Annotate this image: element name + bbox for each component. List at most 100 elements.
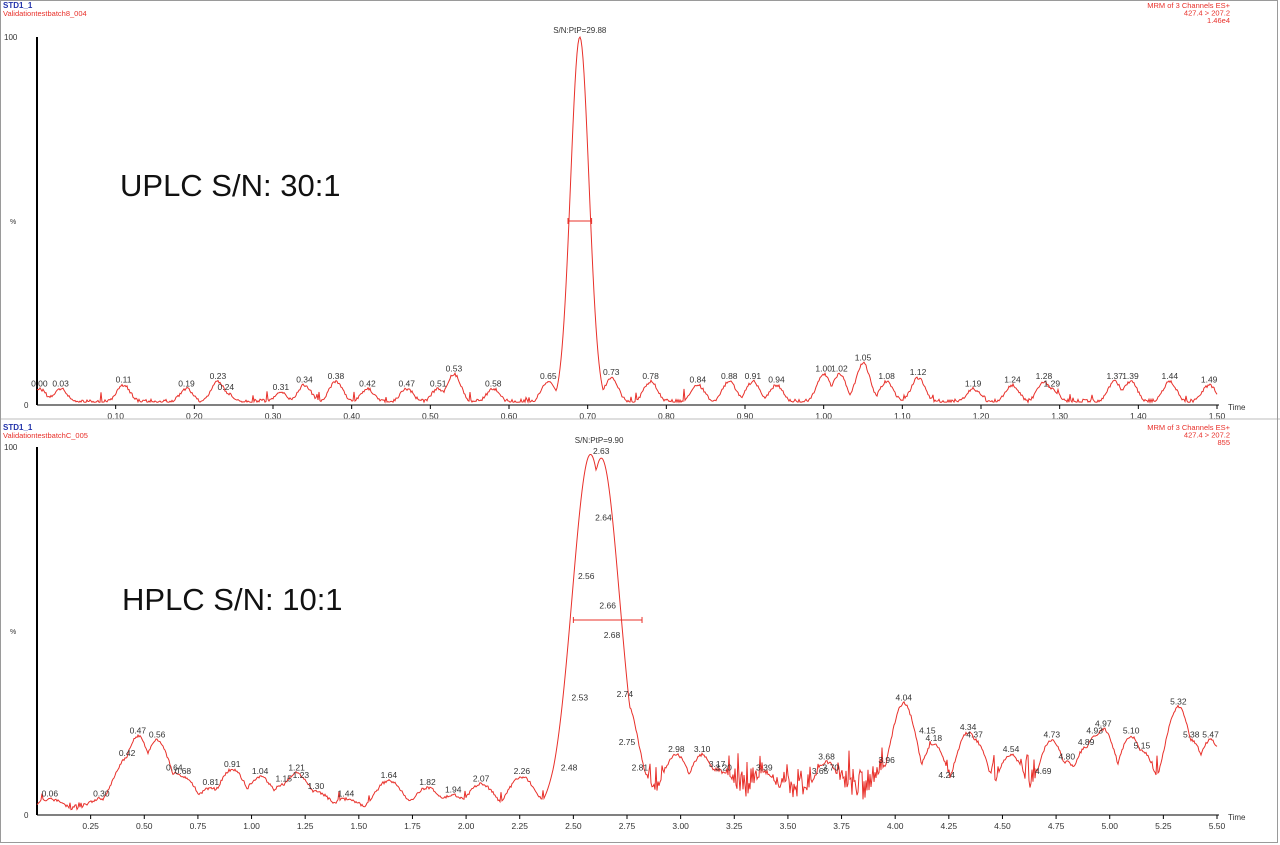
peak-label: 1.23 — [293, 770, 310, 780]
x-tick-label: 4.50 — [994, 821, 1011, 831]
x-tick-label: 0.90 — [737, 411, 754, 421]
x-tick-label: 1.25 — [297, 821, 314, 831]
peak-label: 0.91 — [745, 371, 762, 381]
peak-label: 0.42 — [359, 378, 376, 388]
x-tick-label: 0.80 — [658, 411, 675, 421]
x-tick-label: 3.25 — [726, 821, 743, 831]
peak-label: 3.70 — [823, 763, 840, 773]
x-tick-label: 1.30 — [1051, 411, 1068, 421]
peak-label: 0.19 — [178, 378, 195, 388]
channel-info-line: 1.46e4 — [1207, 16, 1230, 25]
peak-label: 1.30 — [308, 781, 325, 791]
channel-info-line: 855 — [1217, 438, 1230, 447]
peak-label: 2.64 — [595, 512, 612, 522]
channel-info-line: 427.4 > 207.2 — [1184, 431, 1230, 440]
peak-label: 4.37 — [966, 729, 983, 739]
peak-label: 2.74 — [617, 689, 634, 699]
signal-to-noise-label: S/N:PtP=29.88 — [553, 26, 607, 35]
peak-label: 4.97 — [1095, 718, 1112, 728]
peak-label: 1.39 — [1122, 371, 1139, 381]
y-axis-label: % — [10, 629, 16, 636]
peak-label: 1.94 — [445, 785, 462, 795]
peak-label: 1.28 — [1036, 371, 1053, 381]
peak-label: 1.05 — [855, 353, 872, 363]
peak-label: 0.81 — [203, 777, 220, 787]
peak-label: 0.11 — [116, 375, 132, 385]
peak-label: 1.21 — [288, 763, 305, 773]
x-tick-label: 0.40 — [343, 411, 360, 421]
peak-label: 1.02 — [831, 364, 848, 374]
peak-label: 4.93 — [1086, 726, 1103, 736]
peak-label: 0.24 — [218, 382, 235, 392]
peak-label: 4.73 — [1044, 729, 1061, 739]
peak-label: 4.89 — [1078, 737, 1095, 747]
peak-label: 0.58 — [485, 378, 502, 388]
peak-label: 1.44 — [1162, 371, 1179, 381]
peak-label: 0.30 — [93, 788, 110, 798]
peak-label: 2.75 — [619, 737, 636, 747]
peak-label: 1.19 — [965, 378, 982, 388]
peak-label: 0.34 — [296, 375, 313, 385]
x-tick-label: 0.50 — [422, 411, 439, 421]
chromatogram-trace — [36, 36, 1218, 404]
peak-label: 0.06 — [42, 788, 59, 798]
peak-label: 2.07 — [473, 774, 490, 784]
peak-label: 1.44 — [338, 788, 355, 798]
x-tick-label: 5.25 — [1155, 821, 1172, 831]
peak-label: 3.10 — [694, 744, 711, 754]
x-tick-label: 1.50 — [351, 821, 368, 831]
x-tick-label: 0.30 — [265, 411, 282, 421]
x-tick-label: 1.20 — [973, 411, 990, 421]
x-tick-label: 0.10 — [107, 411, 124, 421]
peak-label: 0.53 — [446, 364, 463, 374]
peak-label: 1.37 — [1106, 371, 1123, 381]
y-tick-label-bottom: 0 — [24, 811, 29, 820]
peak-label: 2.98 — [668, 744, 685, 754]
x-tick-label: 1.75 — [404, 821, 421, 831]
peak-label: 5.32 — [1170, 696, 1187, 706]
y-tick-label-top: 100 — [4, 33, 18, 42]
x-tick-label: 2.50 — [565, 821, 582, 831]
peak-label: 1.00 — [815, 364, 832, 374]
x-axis-label: Time — [1228, 403, 1246, 412]
peak-label: 2.68 — [604, 630, 621, 640]
peak-label: 3.17 — [709, 759, 726, 769]
x-tick-label: 5.50 — [1209, 821, 1226, 831]
peak-label: 2.63 — [593, 446, 610, 456]
peak-label: 4.15 — [919, 726, 936, 736]
peak-label: 0.42 — [119, 748, 136, 758]
peak-label: 0.47 — [130, 726, 147, 736]
peak-label: 1.82 — [419, 777, 436, 787]
peak-label: 1.08 — [878, 371, 895, 381]
peak-label: 1.24 — [1004, 375, 1021, 385]
x-tick-label: 0.20 — [186, 411, 203, 421]
x-tick-label: 2.25 — [511, 821, 528, 831]
peak-label: 1.49 — [1201, 375, 1218, 385]
y-tick-label-bottom: 0 — [24, 401, 29, 410]
sample-name: STD1_1 — [3, 1, 33, 10]
peak-label: 4.18 — [926, 733, 943, 743]
x-tick-label: 0.25 — [82, 821, 99, 831]
peak-label: 4.34 — [960, 722, 977, 732]
file-name: ValidationtestbatchC_005 — [3, 431, 88, 440]
channel-info-line: 427.4 > 207.2 — [1184, 9, 1230, 18]
peak-label: 0.73 — [603, 367, 620, 377]
x-tick-label: 1.50 — [1209, 411, 1226, 421]
peak-label: 3.65 — [812, 766, 829, 776]
x-tick-label: 3.75 — [833, 821, 850, 831]
peak-label: 0.64 — [166, 763, 183, 773]
x-tick-label: 0.70 — [579, 411, 596, 421]
peak-label: 0.23 — [210, 371, 227, 381]
x-tick-label: 1.40 — [1130, 411, 1147, 421]
x-tick-label: 4.00 — [887, 821, 904, 831]
peak-label: 0.94 — [768, 375, 785, 385]
x-tick-label: 4.75 — [1048, 821, 1065, 831]
peak-label: 3.20 — [715, 763, 732, 773]
peak-label: 0.00 — [31, 378, 48, 388]
channel-info-line: MRM of 3 Channels ES+ — [1147, 423, 1230, 432]
signal-to-noise-label: S/N:PtP=9.90 — [575, 436, 624, 445]
peak-label: 1.12 — [910, 367, 927, 377]
peak-label: 3.96 — [878, 755, 895, 765]
